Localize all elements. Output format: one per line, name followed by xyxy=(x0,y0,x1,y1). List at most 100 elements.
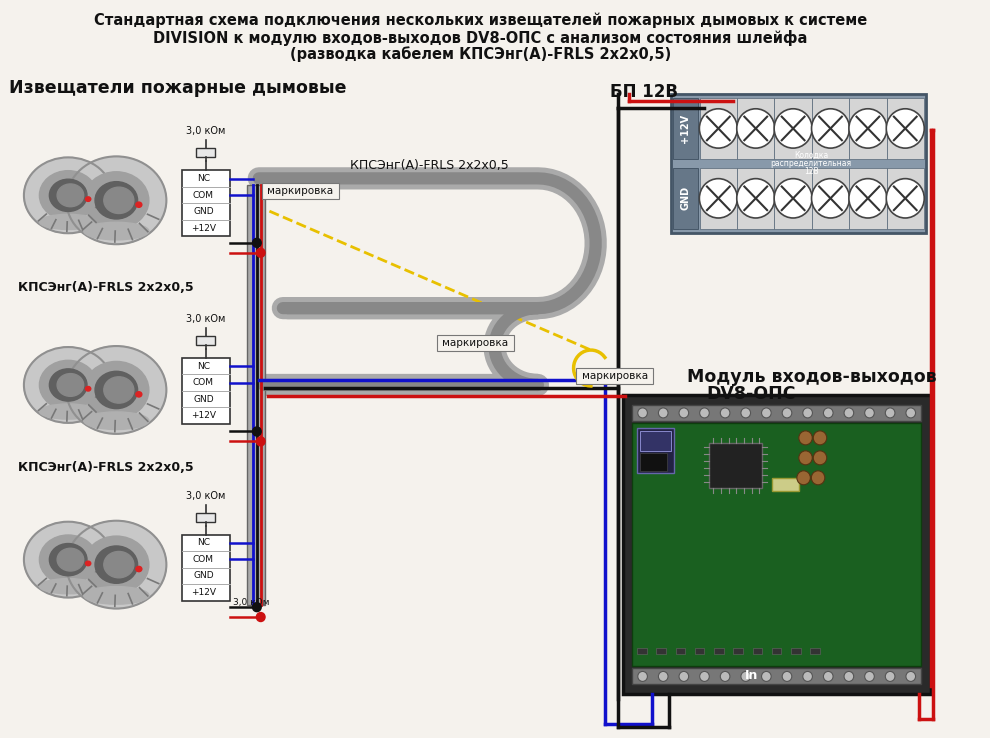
Bar xyxy=(772,649,781,655)
Bar xyxy=(714,649,724,655)
Bar xyxy=(737,168,774,229)
Bar xyxy=(576,368,653,384)
Bar xyxy=(671,94,926,233)
Circle shape xyxy=(638,672,647,681)
Circle shape xyxy=(679,672,689,681)
Text: COM: COM xyxy=(193,190,214,199)
Circle shape xyxy=(700,408,709,418)
Text: маркировка: маркировка xyxy=(267,186,334,196)
Ellipse shape xyxy=(66,346,166,434)
Circle shape xyxy=(812,108,849,148)
Text: 3,0 кОм: 3,0 кОм xyxy=(233,598,269,607)
Bar xyxy=(772,477,799,491)
Ellipse shape xyxy=(57,373,84,396)
Text: GND: GND xyxy=(193,395,214,404)
Text: NC: NC xyxy=(197,174,210,183)
Bar xyxy=(261,183,339,199)
Ellipse shape xyxy=(40,404,97,419)
Circle shape xyxy=(700,672,709,681)
Bar xyxy=(640,431,671,451)
Circle shape xyxy=(782,672,792,681)
Text: DV8-ОПС: DV8-ОПС xyxy=(707,385,796,403)
Circle shape xyxy=(256,437,265,446)
Bar xyxy=(640,453,667,471)
Text: DIVISION к модулю входов-выходов DV8-ОПС с анализом состояния шлейфа: DIVISION к модулю входов-выходов DV8-ОПС… xyxy=(153,30,808,46)
Bar xyxy=(849,97,887,159)
Bar xyxy=(182,535,230,601)
Bar xyxy=(437,335,514,351)
Ellipse shape xyxy=(85,197,91,201)
Circle shape xyxy=(803,408,813,418)
Ellipse shape xyxy=(40,535,97,584)
Circle shape xyxy=(824,408,833,418)
Ellipse shape xyxy=(136,202,142,207)
Ellipse shape xyxy=(95,546,138,583)
Text: 3,0 кОм: 3,0 кОм xyxy=(186,491,226,501)
Bar xyxy=(196,336,216,345)
Ellipse shape xyxy=(40,170,97,220)
Circle shape xyxy=(761,408,771,418)
Circle shape xyxy=(799,451,812,465)
Ellipse shape xyxy=(84,587,148,604)
Circle shape xyxy=(252,238,261,247)
Text: +12V: +12V xyxy=(191,588,216,597)
Bar xyxy=(811,649,820,655)
Bar xyxy=(182,358,230,424)
Circle shape xyxy=(761,672,771,681)
Bar xyxy=(673,97,698,159)
Bar xyxy=(709,443,762,488)
Circle shape xyxy=(906,408,916,418)
Ellipse shape xyxy=(85,561,91,566)
Bar xyxy=(623,395,931,694)
Ellipse shape xyxy=(24,347,113,423)
Text: БП 12В: БП 12В xyxy=(610,83,678,100)
Text: Модуль входов-выходов: Модуль входов-выходов xyxy=(687,368,937,386)
Bar xyxy=(633,669,921,684)
Ellipse shape xyxy=(50,543,87,576)
Text: GND: GND xyxy=(680,186,690,210)
Text: COM: COM xyxy=(193,378,214,387)
Ellipse shape xyxy=(104,377,134,403)
Circle shape xyxy=(256,613,265,621)
Ellipse shape xyxy=(136,566,142,572)
Circle shape xyxy=(797,471,811,485)
Bar xyxy=(675,649,685,655)
Circle shape xyxy=(813,451,827,465)
Circle shape xyxy=(886,108,925,148)
Text: NC: NC xyxy=(197,362,210,370)
Circle shape xyxy=(737,108,775,148)
Text: COM: COM xyxy=(193,555,214,564)
Bar xyxy=(700,168,737,229)
Ellipse shape xyxy=(57,184,84,207)
Ellipse shape xyxy=(104,187,134,213)
Circle shape xyxy=(774,179,812,218)
Bar xyxy=(700,97,737,159)
Ellipse shape xyxy=(84,222,148,240)
Text: Колодка: Колодка xyxy=(794,151,829,160)
Circle shape xyxy=(885,408,895,418)
Bar xyxy=(752,649,762,655)
Circle shape xyxy=(721,672,730,681)
Circle shape xyxy=(864,408,874,418)
Bar xyxy=(849,168,887,229)
Ellipse shape xyxy=(57,548,84,571)
Ellipse shape xyxy=(95,371,138,409)
Circle shape xyxy=(782,408,792,418)
Circle shape xyxy=(741,408,750,418)
Circle shape xyxy=(844,672,853,681)
Bar xyxy=(734,649,742,655)
Circle shape xyxy=(737,179,775,218)
Ellipse shape xyxy=(24,157,113,233)
Ellipse shape xyxy=(40,579,97,594)
Ellipse shape xyxy=(84,362,148,418)
Circle shape xyxy=(886,179,925,218)
Bar xyxy=(887,97,924,159)
Circle shape xyxy=(864,672,874,681)
Bar xyxy=(182,170,230,236)
Bar xyxy=(656,649,666,655)
Bar xyxy=(196,513,216,522)
Text: GND: GND xyxy=(193,571,214,580)
Circle shape xyxy=(252,427,261,436)
Bar xyxy=(812,168,849,229)
Text: 12В: 12В xyxy=(804,167,819,176)
